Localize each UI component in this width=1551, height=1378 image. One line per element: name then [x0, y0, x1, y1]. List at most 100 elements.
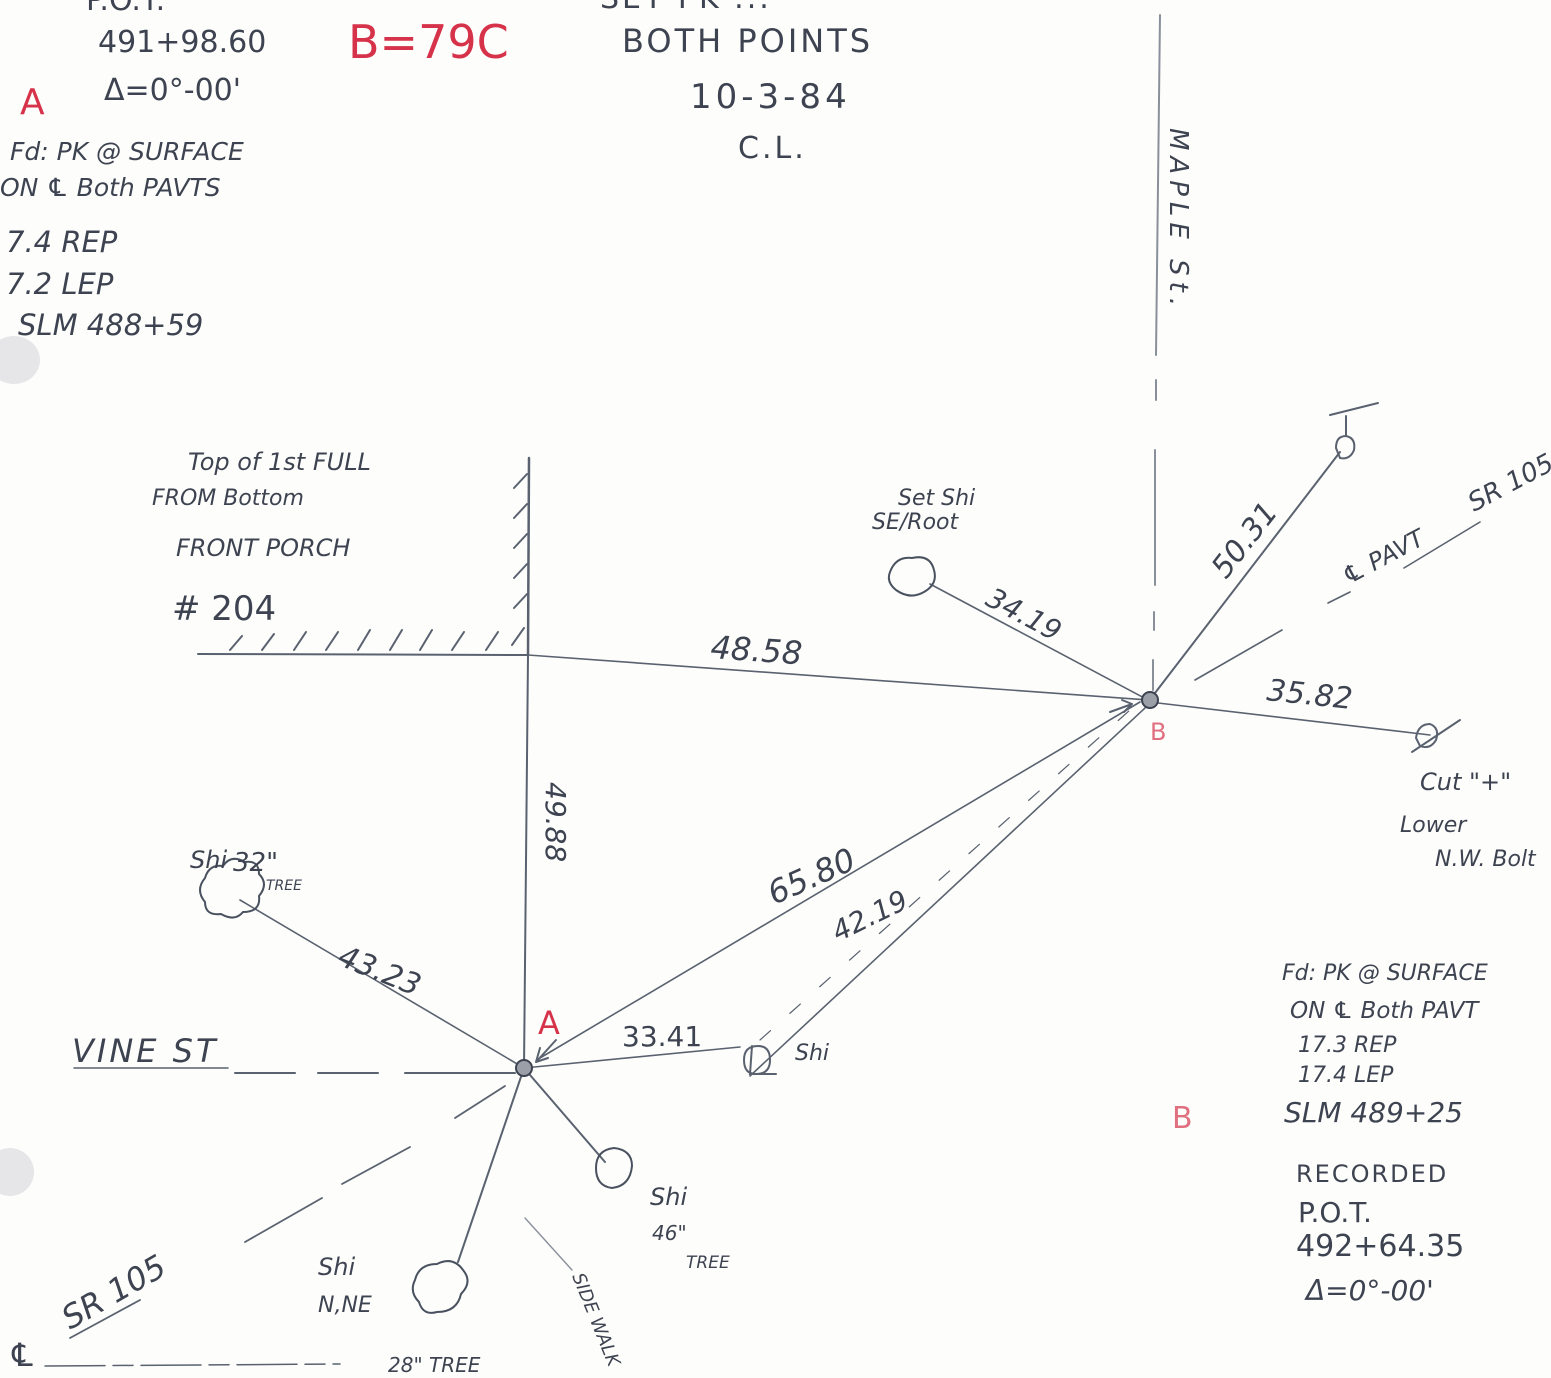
tree-46in-shi: Shi: [650, 1183, 687, 1211]
pole-symbol: [1329, 402, 1379, 460]
point-b-note-centerline: ON ℄ Both PAVT: [1290, 998, 1480, 1024]
point-b-note-rep: 17.3 REP: [1298, 1033, 1397, 1058]
line-b-to-bolt: [1157, 702, 1431, 736]
tree-32in-symbol: [199, 857, 265, 919]
point-b-note-slm: SLM 489+25: [1284, 1096, 1463, 1129]
house-number: # 204: [172, 589, 276, 629]
tree-46in-symbol: [594, 1146, 634, 1190]
point-a-note-lep: 7.2 LEP: [6, 267, 114, 301]
point-b-marker-symbol: [1141, 691, 1159, 709]
dist-a-to-b-1: 65.80: [762, 840, 861, 912]
both-points-heading: BOTH POINTS: [622, 22, 873, 60]
tree-32in-shi: Shi: [190, 846, 227, 874]
recorded-label: RECORDED: [1296, 1160, 1448, 1188]
pot-station: 491+98.60: [98, 25, 266, 60]
line-b-to-pole: [1154, 451, 1341, 694]
line-a-to-tree28: [457, 1067, 525, 1263]
point-a-note-found: Fd: PK @ SURFACE: [10, 137, 244, 166]
punch-hole-lower: [0, 1148, 34, 1196]
line-a-to-b-dashed: [759, 709, 1131, 1041]
point-a-label: A: [538, 1004, 560, 1042]
tree-28in-symbol: [411, 1260, 469, 1314]
arrow-at-a: [535, 1039, 557, 1063]
sr105-right-dash-1: [1194, 629, 1283, 681]
sr105-dash-1: [69, 1299, 141, 1339]
tree-32in-size: 32": [233, 848, 278, 878]
tree-46in-size: 46": [652, 1221, 687, 1245]
delta-angle: Δ=0°-00': [104, 73, 241, 108]
porch-side-line: [526, 456, 531, 657]
tree-46in-word: TREE: [686, 1253, 730, 1273]
sidewalk-line: [524, 1217, 573, 1271]
bolt-note-1: Cut "+": [1420, 768, 1511, 796]
shi-east-label: Shi: [795, 1041, 829, 1066]
porch-hatching: [229, 473, 528, 651]
dist-b-to-bolt: 35.82: [1265, 673, 1354, 717]
centerline-label: C.L.: [738, 131, 807, 166]
tree-32in-word: TREE: [266, 878, 302, 894]
point-a-marker: A: [20, 82, 45, 123]
dist-porch-to-a: 49.88: [539, 782, 572, 862]
dist-a-to-shi-east: 33.41: [622, 1020, 702, 1053]
sr105-dash-3: [341, 1146, 411, 1185]
sidewalk-label: SIDE WALK: [567, 1270, 624, 1371]
line-b-to-setshi: [929, 583, 1149, 701]
porch-note-front: FRONT PORCH: [176, 534, 350, 562]
line-shi-to-b: [749, 707, 1146, 1077]
line-a-to-shi-east: [523, 1046, 741, 1069]
tree-28in-size: 28" TREE: [388, 1353, 481, 1377]
line-porch-to-a: [523, 654, 529, 1069]
vine-st-label: VINE ST: [72, 1032, 219, 1070]
pot-label: P.O.T.: [86, 0, 165, 18]
point-b-label: B: [1150, 718, 1166, 746]
line-a-to-tree46: [523, 1067, 606, 1163]
line-a-to-b-1: [539, 701, 1141, 1059]
bolt-note-2: Lower: [1400, 813, 1468, 838]
tree-28in-shi: Shi: [318, 1253, 355, 1281]
recorded-pot-label: P.O.T.: [1298, 1196, 1372, 1229]
sr105-right-dash-3: [1403, 521, 1481, 569]
maple-st-centerline-upper: [1155, 14, 1161, 356]
book-reference: B=79C: [348, 15, 509, 69]
arrow-at-b: [1109, 699, 1133, 713]
tree-28in-direction: N,NE: [318, 1293, 372, 1318]
setshi-label-1: Set Shi: [898, 486, 975, 511]
setshi-root-symbol: [887, 556, 936, 597]
point-a-note-centerline: ON ℄ Both PAVTS: [0, 173, 221, 202]
point-b-note-lep: 17.4 LEP: [1298, 1063, 1394, 1088]
sr105-right-dash-2: [1327, 591, 1351, 604]
dist-b-to-setshi: 34.19: [981, 581, 1067, 648]
shi-east-symbol: [742, 1044, 777, 1076]
recorded-station: 492+64.35: [1296, 1229, 1464, 1264]
line-porch-to-b: [527, 654, 1149, 701]
sr105-dash-2: [244, 1197, 323, 1243]
sr105-cl-symbol: ℄: [8, 1336, 37, 1374]
point-b-marker: B: [1172, 1101, 1193, 1136]
line-tree32-to-a: [239, 899, 525, 1069]
dist-tree32-to-a: 43.23: [333, 939, 426, 1004]
point-b-note-found: Fd: PK @ SURFACE: [1282, 961, 1488, 986]
bolt-symbol: [1411, 719, 1461, 753]
porch-note-from: FROM Bottom: [152, 486, 304, 511]
sr105-dash-4: [454, 1085, 506, 1119]
dist-a-to-b-2: 42.19: [827, 883, 914, 948]
porch-front-line: [197, 653, 529, 656]
cl-pavt-label: ℄ PAVT: [1338, 523, 1432, 590]
punch-hole-upper: [0, 336, 40, 384]
sr105-left-label: SR 105: [55, 1247, 173, 1337]
bolt-note-3: N.W. Bolt: [1435, 847, 1537, 872]
porch-note-top: Top of 1st FULL: [188, 448, 371, 476]
point-a-marker-symbol: [515, 1059, 533, 1077]
maple-st-label: MAPLE St.: [1163, 128, 1193, 312]
sr105-right-label: SR 105: [1463, 448, 1551, 518]
point-a-note-slm: SLM 488+59: [18, 308, 203, 342]
setshi-label-2: SE/Root: [872, 510, 959, 535]
set-pk-heading: SET PK ...: [600, 0, 772, 16]
recorded-delta: Δ=0°-00': [1304, 1274, 1434, 1307]
point-a-note-rep: 7.4 REP: [6, 225, 118, 259]
dist-porch-to-b: 48.58: [709, 628, 803, 672]
survey-date: 10-3-84: [690, 77, 851, 117]
bottom-baseline: [44, 1363, 341, 1367]
